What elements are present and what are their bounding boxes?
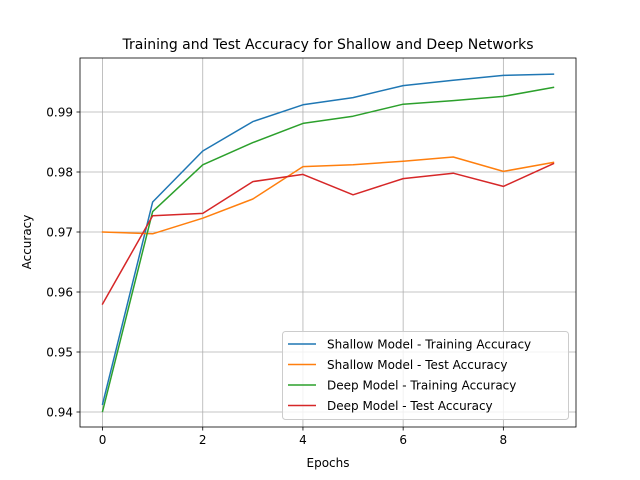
x-tick-label: 0: [99, 433, 107, 447]
x-tick-label: 2: [199, 433, 207, 447]
x-axis-label: Epochs: [307, 456, 350, 470]
y-tick-label: 0.98: [46, 166, 73, 180]
legend-box: [282, 331, 569, 420]
x-tick-label: 6: [399, 433, 407, 447]
x-tick-label: 8: [500, 433, 508, 447]
legend-label-2: Shallow Model - Test Accuracy: [327, 358, 507, 372]
series-lines: [101, 73, 555, 413]
y-tick-label: 0.96: [46, 286, 73, 300]
plot-frame: [79, 57, 577, 428]
chart-title: Training and Test Accuracy for Shallow a…: [121, 37, 533, 53]
legend-label-1: Shallow Model - Training Accuracy: [327, 338, 531, 352]
series-line-3: [101, 86, 555, 413]
legend: Shallow Model - Training Accuracy Shallow…: [282, 331, 569, 420]
y-tick-label: 0.95: [46, 346, 73, 360]
x-tick-label: 4: [299, 433, 307, 447]
series-line-1: [101, 73, 555, 406]
y-tick-label: 0.99: [46, 106, 73, 120]
legend-label-3: Deep Model - Training Accuracy: [327, 379, 516, 393]
axis-ticks: 0 2 4 6 8 0.94 0.95 0.96 0.97 0.98 0.99: [46, 106, 507, 448]
y-axis-label: Accuracy: [20, 215, 34, 270]
series-line-2: [101, 156, 555, 235]
legend-label-4: Deep Model - Test Accuracy: [327, 399, 493, 413]
series-line-4: [101, 162, 555, 306]
y-tick-label: 0.94: [46, 406, 73, 420]
y-tick-label: 0.97: [46, 226, 73, 240]
